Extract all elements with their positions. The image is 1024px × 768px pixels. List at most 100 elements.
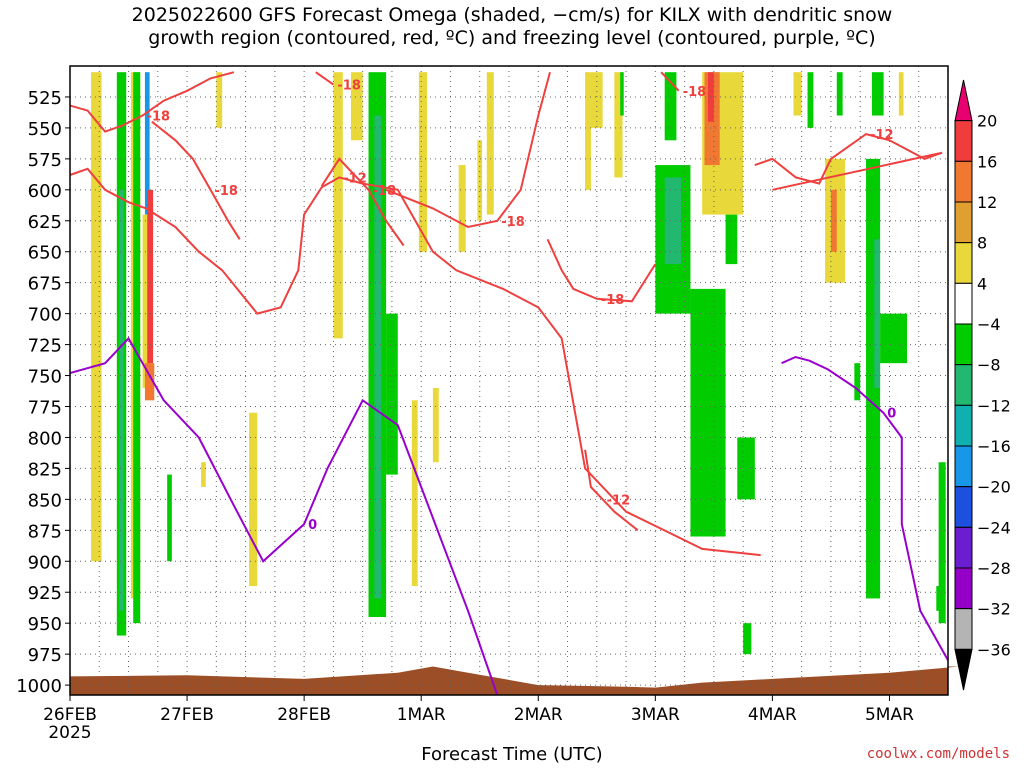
omega-area <box>477 140 483 221</box>
dsgz-contour <box>660 71 680 92</box>
dsgz-contour-label: -18 <box>214 184 238 199</box>
y-tick-label: 625 <box>28 212 62 233</box>
omega-area <box>690 288 726 537</box>
x-tick-label: 2MAR <box>514 705 563 725</box>
colorbar-label: −12 <box>977 396 1011 415</box>
colorbar-label: −32 <box>977 600 1011 619</box>
y-tick-label: 650 <box>28 243 62 264</box>
x-tick-label: 28FEB <box>277 705 331 725</box>
colorbar-cell <box>954 120 973 162</box>
omega-area <box>725 214 738 265</box>
omega-area <box>585 72 591 190</box>
colorbar-cell <box>954 242 973 284</box>
colorbar-label: 16 <box>977 152 997 171</box>
colorbar-cell <box>954 445 973 488</box>
dsgz-contour-label: -12 <box>870 128 894 143</box>
omega-area <box>167 474 172 562</box>
omega-area <box>743 623 752 655</box>
dsgz-contour <box>151 120 241 240</box>
omega-area <box>871 72 884 116</box>
omega-area <box>854 363 861 401</box>
omega-area <box>432 387 439 463</box>
omega-area <box>411 400 418 587</box>
plot-area <box>70 66 948 695</box>
omega-area <box>874 239 881 388</box>
y-tick-label: 825 <box>28 459 62 480</box>
freezing-contour-label: 0 <box>308 518 317 533</box>
omega-area <box>664 72 677 141</box>
colorbar-cell <box>954 526 973 569</box>
colorbar-label: −20 <box>977 478 1011 497</box>
omega-area <box>201 462 206 487</box>
colorbar-label: −8 <box>977 356 1001 375</box>
colorbar-cell <box>954 201 973 244</box>
freezing-contour <box>781 355 949 661</box>
x-axis-label: Forecast Time (UTC) <box>421 744 603 765</box>
terrain-fill <box>70 666 960 695</box>
omega-area <box>374 115 382 599</box>
y-tick-label: 550 <box>28 119 62 140</box>
dsgz-contour-label: -18 <box>337 79 361 94</box>
omega-area <box>249 412 258 587</box>
colorbar-label: −36 <box>977 640 1011 659</box>
colorbar-label: −4 <box>977 315 1001 334</box>
y-tick-label: 575 <box>28 150 62 171</box>
omega-area <box>938 462 946 624</box>
colorbar-bottom-arrow <box>954 648 973 691</box>
title-line: growth region (contoured, red, ºC) and f… <box>148 27 876 49</box>
omega-area <box>91 72 102 562</box>
omega-area <box>737 437 755 500</box>
colorbar-label: 8 <box>977 234 987 253</box>
dsgz-contour-label: -18 <box>501 215 525 230</box>
dsgz-contour <box>584 449 639 532</box>
colorbar-cell <box>954 404 973 447</box>
chart-title: 2025022600 GFS Forecast Omega (shaded, −… <box>0 4 1024 50</box>
omega-area <box>333 72 343 339</box>
dsgz-contour-label: -12 <box>607 493 631 508</box>
y-tick-label: 750 <box>28 367 62 388</box>
dsgz-contour <box>69 71 235 133</box>
omega-area <box>620 72 624 116</box>
y-tick-label: 600 <box>28 181 62 202</box>
colorbar-label: −24 <box>977 518 1011 537</box>
omega-area <box>119 189 124 611</box>
colorbar-label: −16 <box>977 437 1011 456</box>
dsgz-contour <box>315 71 334 86</box>
y-tick-label: 950 <box>28 614 62 635</box>
y-tick-label: 1000 <box>16 676 62 697</box>
colorbar-cell <box>954 160 973 203</box>
colorbar-cell <box>954 486 973 528</box>
omega-area <box>830 189 837 252</box>
x-tick-label: 26FEB <box>43 705 97 725</box>
colorbar-label: 12 <box>977 193 997 212</box>
y-tick-label: 975 <box>28 645 62 666</box>
x-tick-label: 3MAR <box>631 705 680 725</box>
omega-area <box>614 72 623 178</box>
omega-area <box>386 313 398 475</box>
colorbar-cell <box>954 282 973 325</box>
omega-area <box>793 72 802 116</box>
omega-area <box>590 72 603 128</box>
dsgz-contour <box>69 167 761 557</box>
x-tick-label: 1MAR <box>397 705 446 725</box>
omega-area <box>807 72 814 128</box>
omega-area <box>147 189 154 364</box>
dsgz-contour-label: -18 <box>601 293 625 308</box>
colorbar-label: −28 <box>977 559 1011 578</box>
colorbar-top-arrow <box>954 79 973 122</box>
omega-area <box>142 214 151 388</box>
dsgz-contour-label: -18 <box>147 110 171 125</box>
y-tick-label: 900 <box>28 552 62 573</box>
y-tick-label: 675 <box>28 274 62 295</box>
credit-text: coolwx.com/models <box>866 746 1010 762</box>
omega-area <box>836 72 843 116</box>
y-tick-label: 800 <box>28 428 62 449</box>
colorbar-label: 20 <box>977 112 997 131</box>
y-tick-label: 725 <box>28 336 62 357</box>
colorbar-label: 4 <box>977 274 987 293</box>
omega-area <box>350 72 363 141</box>
y-tick-label: 925 <box>28 583 62 604</box>
dsgz-contour <box>385 71 551 229</box>
y-tick-label: 850 <box>28 490 62 511</box>
